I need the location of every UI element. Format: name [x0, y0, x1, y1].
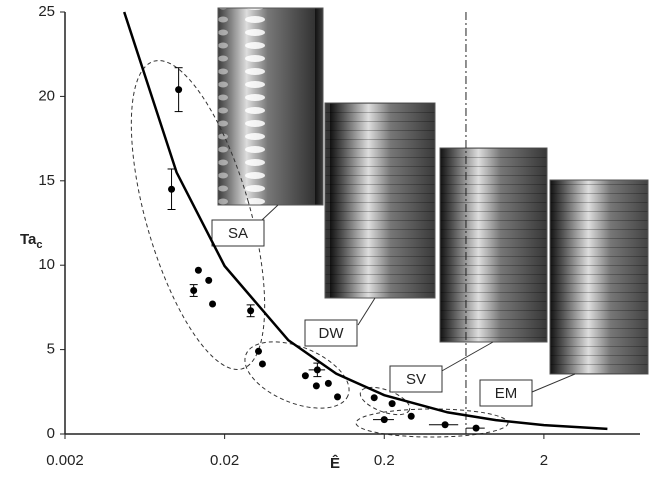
data-point [370, 394, 378, 402]
y-tick-label: 20 [38, 87, 55, 104]
y-tick-label: 5 [47, 341, 55, 358]
y-tick-label: 25 [38, 3, 55, 20]
fit-curve [123, 11, 608, 431]
region-ellipse [244, 341, 350, 409]
annotation-label: DW [319, 325, 345, 342]
annotation-label: EM [495, 385, 518, 402]
data-point [247, 307, 255, 315]
data-point [324, 379, 332, 387]
annotations: SA DW SV EM [211, 219, 533, 407]
data-point [258, 360, 266, 368]
data-point [190, 287, 198, 295]
data-point [209, 300, 217, 308]
insets [217, 7, 649, 375]
data-point [255, 347, 263, 355]
x-tick-label: 0.2 [374, 452, 395, 469]
data-point [168, 185, 176, 193]
data-point [205, 276, 213, 284]
data-point [388, 400, 396, 408]
data-point [194, 266, 202, 274]
ellipses [130, 60, 509, 438]
x-tick-label: 0.02 [210, 452, 239, 469]
leader [261, 204, 279, 221]
annotation-box [211, 219, 265, 247]
annotation-label: SA [228, 225, 248, 242]
data-point [175, 86, 183, 94]
y-label-sub: c [36, 239, 42, 251]
y-axis-label: Tac [20, 231, 43, 251]
data-point [441, 421, 449, 429]
data-point [301, 372, 309, 380]
inset-image [549, 179, 649, 375]
data-point [312, 382, 320, 390]
data-point [313, 366, 321, 374]
annotation-box [389, 365, 443, 393]
x-axis-label: Ê [330, 454, 340, 472]
y-label-main: Ta [20, 231, 37, 248]
region-ellipse [355, 408, 509, 438]
data-point [380, 416, 388, 424]
x-tick-label: 0.002 [46, 452, 84, 469]
annotation-label: SV [406, 371, 426, 388]
leader [531, 373, 576, 393]
data-point [334, 393, 342, 401]
region-ellipse [130, 60, 266, 370]
inset-image [217, 7, 324, 206]
y-tick-label: 10 [38, 256, 55, 273]
y-tick-label: 0 [47, 425, 55, 442]
annotation-box [479, 379, 533, 407]
data-point [472, 424, 480, 432]
data-point [407, 412, 415, 420]
inset-image [439, 147, 548, 343]
region-ellipse [359, 386, 411, 416]
y-tick-label: 15 [38, 172, 55, 189]
leaders [261, 204, 576, 393]
leader [357, 297, 376, 326]
annotation-box [304, 319, 358, 347]
x-tick-label: 2 [540, 452, 548, 469]
plot: 0 5 10 15 20 25 0.002 0.02 0.2 2 Ê Tac [20, 3, 640, 472]
inset-image [324, 102, 436, 299]
leader [439, 341, 494, 373]
